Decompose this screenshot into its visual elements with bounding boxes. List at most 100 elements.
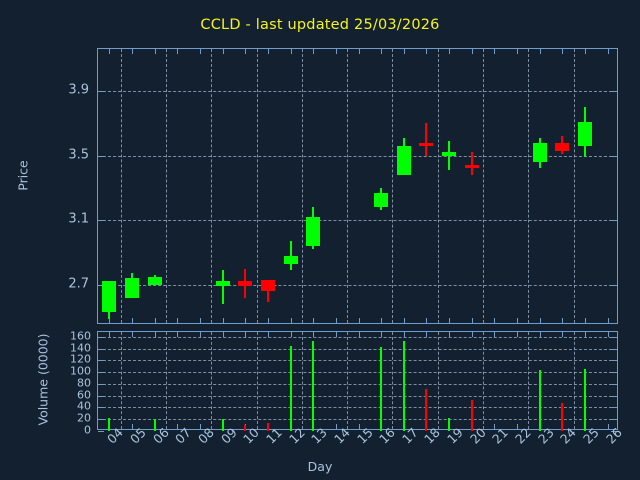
candle-body — [532, 142, 547, 162]
price-gridline-h — [98, 284, 617, 286]
x-tick — [335, 49, 337, 54]
x-tick — [585, 49, 587, 54]
x-tick — [517, 49, 519, 54]
x-tick — [426, 318, 428, 323]
x-tick — [177, 318, 179, 323]
candle-body — [102, 281, 117, 313]
volume-gridline-v — [483, 332, 485, 429]
x-tick — [177, 49, 179, 54]
price-gridline-v — [165, 49, 167, 323]
candle-body — [555, 142, 570, 151]
volume-gridline-v — [392, 332, 394, 429]
x-tick — [494, 49, 496, 54]
x-tick — [335, 318, 337, 323]
volume-tick — [98, 419, 104, 421]
candle-body — [283, 255, 298, 264]
x-tick — [245, 49, 247, 54]
price-tick-label: 3.9 — [68, 82, 89, 98]
price-tick — [98, 220, 104, 222]
candle-body — [124, 278, 139, 298]
volume-tick — [98, 360, 104, 362]
x-tick — [471, 49, 473, 54]
x-tick — [426, 332, 428, 337]
volume-gridline-h — [98, 419, 617, 421]
x-tick — [494, 424, 496, 429]
volume-bar — [108, 418, 111, 431]
x-tick — [131, 49, 133, 54]
candle-wick — [470, 152, 473, 175]
price-gridline-h — [98, 220, 617, 222]
price-tick — [611, 90, 617, 92]
volume-panel — [97, 331, 618, 432]
volume-tick — [611, 419, 617, 421]
volume-gridline-h — [98, 395, 617, 397]
volume-bar — [221, 418, 224, 431]
volume-bar — [244, 425, 247, 431]
volume-bar — [561, 402, 564, 431]
x-tick — [449, 332, 451, 337]
volume-tick — [98, 407, 104, 409]
volume-bar — [289, 345, 292, 431]
volume-gridline-h — [98, 372, 617, 374]
x-tick — [199, 424, 201, 429]
volume-gridline-v — [437, 332, 439, 429]
candle-wick — [448, 141, 451, 171]
volume-gridline-h — [98, 383, 617, 385]
x-tick — [245, 318, 247, 323]
x-tick — [109, 332, 111, 337]
x-tick — [426, 49, 428, 54]
candle-wick — [289, 241, 292, 271]
x-tick — [607, 49, 609, 54]
candle-wick — [425, 123, 428, 156]
volume-tick — [611, 348, 617, 350]
x-tick — [562, 332, 564, 337]
price-tick — [98, 155, 104, 157]
volume-tick — [98, 431, 104, 432]
x-tick — [199, 318, 201, 323]
volume-bar — [402, 341, 405, 431]
candle-body — [442, 152, 457, 156]
volume-bar — [153, 418, 156, 431]
price-gridline-v — [301, 49, 303, 323]
price-gridline-v — [211, 49, 213, 323]
x-tick — [494, 318, 496, 323]
x-tick — [403, 49, 405, 54]
volume-tick-label: 20 — [77, 411, 91, 425]
x-tick — [471, 332, 473, 337]
volume-tick-label: 0 — [84, 423, 91, 437]
x-tick — [607, 424, 609, 429]
volume-tick — [611, 336, 617, 338]
x-tick — [403, 318, 405, 323]
volume-tick-label: 140 — [70, 341, 91, 354]
x-tick — [290, 332, 292, 337]
x-tick — [131, 318, 133, 323]
volume-tick — [98, 395, 104, 397]
x-tick — [313, 49, 315, 54]
x-tick — [449, 318, 451, 323]
x-tick — [449, 49, 451, 54]
volume-gridline-v — [256, 332, 258, 429]
volume-gridline-h — [98, 407, 617, 409]
candle-body — [419, 142, 434, 146]
candle-body — [306, 216, 321, 246]
x-tick — [335, 332, 337, 337]
volume-tick — [611, 383, 617, 385]
candle-body — [260, 279, 275, 292]
x-tick — [517, 332, 519, 337]
x-tick — [267, 318, 269, 323]
volume-tick-label: 100 — [70, 364, 91, 378]
price-gridline-v — [483, 49, 485, 323]
volume-gridline-v — [120, 332, 122, 429]
x-tick — [267, 49, 269, 54]
volume-bar — [470, 400, 473, 431]
x-tick — [607, 318, 609, 323]
x-tick — [199, 332, 201, 337]
volume-gridline-v — [301, 332, 303, 429]
x-tick — [494, 332, 496, 337]
price-gridline-v — [347, 49, 349, 323]
volume-tick-label: 40 — [77, 399, 91, 413]
volume-gridline-v — [165, 332, 167, 429]
candle-wick — [266, 279, 269, 303]
x-tick — [539, 332, 541, 337]
